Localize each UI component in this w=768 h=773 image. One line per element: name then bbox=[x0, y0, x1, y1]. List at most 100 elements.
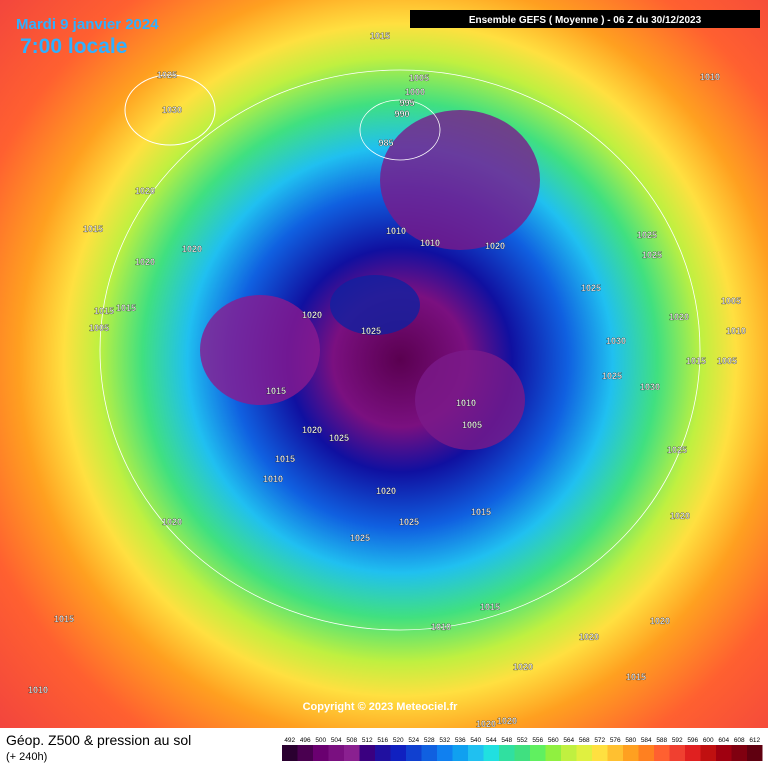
scale-label: 572 bbox=[594, 737, 605, 744]
scale-label: 600 bbox=[703, 737, 714, 744]
isobar-label: 1015 bbox=[370, 31, 390, 41]
lead-time: (+ 240h) bbox=[6, 751, 47, 763]
scale-swatch bbox=[390, 745, 406, 761]
isobar-label: 1025 bbox=[642, 250, 662, 260]
scale-swatch bbox=[328, 745, 344, 761]
isobar-label: 995 bbox=[399, 98, 414, 108]
low-area bbox=[415, 350, 525, 450]
scale-swatch bbox=[406, 745, 422, 761]
isobar bbox=[124, 74, 216, 146]
scale-swatch bbox=[669, 745, 685, 761]
isobar-label: 1015 bbox=[94, 306, 114, 316]
local-time: 7:00 locale bbox=[20, 35, 127, 58]
scale-swatch bbox=[654, 745, 670, 761]
isobar-label: 1015 bbox=[480, 602, 500, 612]
scale-swatch bbox=[468, 745, 484, 761]
date: Mardi 9 janvier 2024 bbox=[16, 16, 159, 33]
isobar-label: 1020 bbox=[135, 257, 155, 267]
isobar-label: 1020 bbox=[135, 186, 155, 196]
isobar-label: 1015 bbox=[266, 386, 286, 396]
footer-title: Géop. Z500 & pression au sol bbox=[6, 732, 191, 748]
isobar-label: 1025 bbox=[350, 533, 370, 543]
scale-swatch bbox=[452, 745, 468, 761]
color-scale: 492 496 500 504 508 512 516 520 524 528 532 536 540 5… bbox=[282, 737, 763, 761]
scale-label: 496 bbox=[300, 737, 311, 744]
scale-swatch bbox=[561, 745, 577, 761]
scale-label: 612 bbox=[749, 737, 760, 744]
isobar-label: 1010 bbox=[263, 474, 283, 484]
scale-swatch bbox=[638, 745, 654, 761]
isobar-label: 1020 bbox=[670, 511, 690, 521]
scale-swatch bbox=[607, 745, 623, 761]
isobar-label: 1030 bbox=[606, 336, 626, 346]
isobar-label: 1030 bbox=[640, 382, 660, 392]
scale-swatch bbox=[344, 745, 360, 761]
scale-swatch bbox=[592, 745, 608, 761]
scale-label: 500 bbox=[315, 737, 326, 744]
scale-swatch bbox=[716, 745, 732, 761]
scale-label: 564 bbox=[563, 737, 574, 744]
isobar-label: 1005 bbox=[409, 73, 429, 83]
scale-label: 536 bbox=[455, 737, 466, 744]
scale-label: 576 bbox=[610, 737, 621, 744]
isobar-label: 1020 bbox=[302, 310, 322, 320]
isobar-label: 1010 bbox=[726, 326, 746, 336]
copyright: Copyright © 2023 Meteociel.fr bbox=[303, 701, 459, 713]
scale-swatch bbox=[685, 745, 701, 761]
scale-label: 552 bbox=[517, 737, 528, 744]
scale-label: 520 bbox=[393, 737, 404, 744]
scale-swatch bbox=[545, 745, 561, 761]
scale-swatch bbox=[359, 745, 375, 761]
isobar-label: 1000 bbox=[405, 87, 425, 97]
isobar-label: 1005 bbox=[717, 356, 737, 366]
isobar-label: 1010 bbox=[28, 685, 48, 695]
isobar-label: 1020 bbox=[513, 662, 533, 672]
isobar-label: 1020 bbox=[476, 719, 496, 729]
isobar bbox=[99, 69, 701, 631]
scale-label: 592 bbox=[672, 737, 683, 744]
isobar-label: 1020 bbox=[497, 716, 517, 726]
isobar-label: 1010 bbox=[431, 622, 451, 632]
isobar-label: 1020 bbox=[669, 312, 689, 322]
isobar-label: 1015 bbox=[471, 507, 491, 517]
isobar-label: 1020 bbox=[376, 486, 396, 496]
scale-label: 528 bbox=[424, 737, 435, 744]
isobar-label: 1020 bbox=[162, 517, 182, 527]
scale-swatch bbox=[483, 745, 499, 761]
isobar-label: 1005 bbox=[462, 420, 482, 430]
isobar-label: 1010 bbox=[420, 238, 440, 248]
scale-swatch bbox=[375, 745, 391, 761]
isobar-label: 1025 bbox=[602, 371, 622, 381]
scale-label: 556 bbox=[532, 737, 543, 744]
scale-swatch bbox=[576, 745, 592, 761]
isobar-label: 1010 bbox=[700, 72, 720, 82]
scale-label: 516 bbox=[377, 737, 388, 744]
scale-swatch bbox=[700, 745, 716, 761]
scale-label: 568 bbox=[579, 737, 590, 744]
scale-label: 588 bbox=[656, 737, 667, 744]
scale-label: 548 bbox=[501, 737, 512, 744]
isobar-label: 1010 bbox=[386, 226, 406, 236]
isobar-label: 1005 bbox=[721, 296, 741, 306]
scale-label: 596 bbox=[687, 737, 698, 744]
scale-swatch bbox=[297, 745, 313, 761]
scale-swatch bbox=[747, 745, 763, 761]
isobar-label: 1015 bbox=[626, 672, 646, 682]
scale-label: 580 bbox=[625, 737, 636, 744]
scale-swatch bbox=[623, 745, 639, 761]
isobar-label: 1015 bbox=[686, 356, 706, 366]
scale-label: 584 bbox=[641, 737, 652, 744]
scale-label: 508 bbox=[346, 737, 357, 744]
scale-label: 544 bbox=[486, 737, 497, 744]
isobar-label: 1010 bbox=[456, 398, 476, 408]
isobar-label: 1015 bbox=[83, 224, 103, 234]
scale-swatch bbox=[313, 745, 329, 761]
scale-swatch bbox=[421, 745, 437, 761]
scale-label: 524 bbox=[408, 737, 419, 744]
low-area bbox=[380, 110, 540, 250]
isobar bbox=[359, 99, 441, 161]
isobar-label: 985 bbox=[378, 138, 393, 148]
map-background bbox=[0, 0, 768, 728]
isobar-label: 1015 bbox=[275, 454, 295, 464]
isobar-label: 1020 bbox=[579, 632, 599, 642]
